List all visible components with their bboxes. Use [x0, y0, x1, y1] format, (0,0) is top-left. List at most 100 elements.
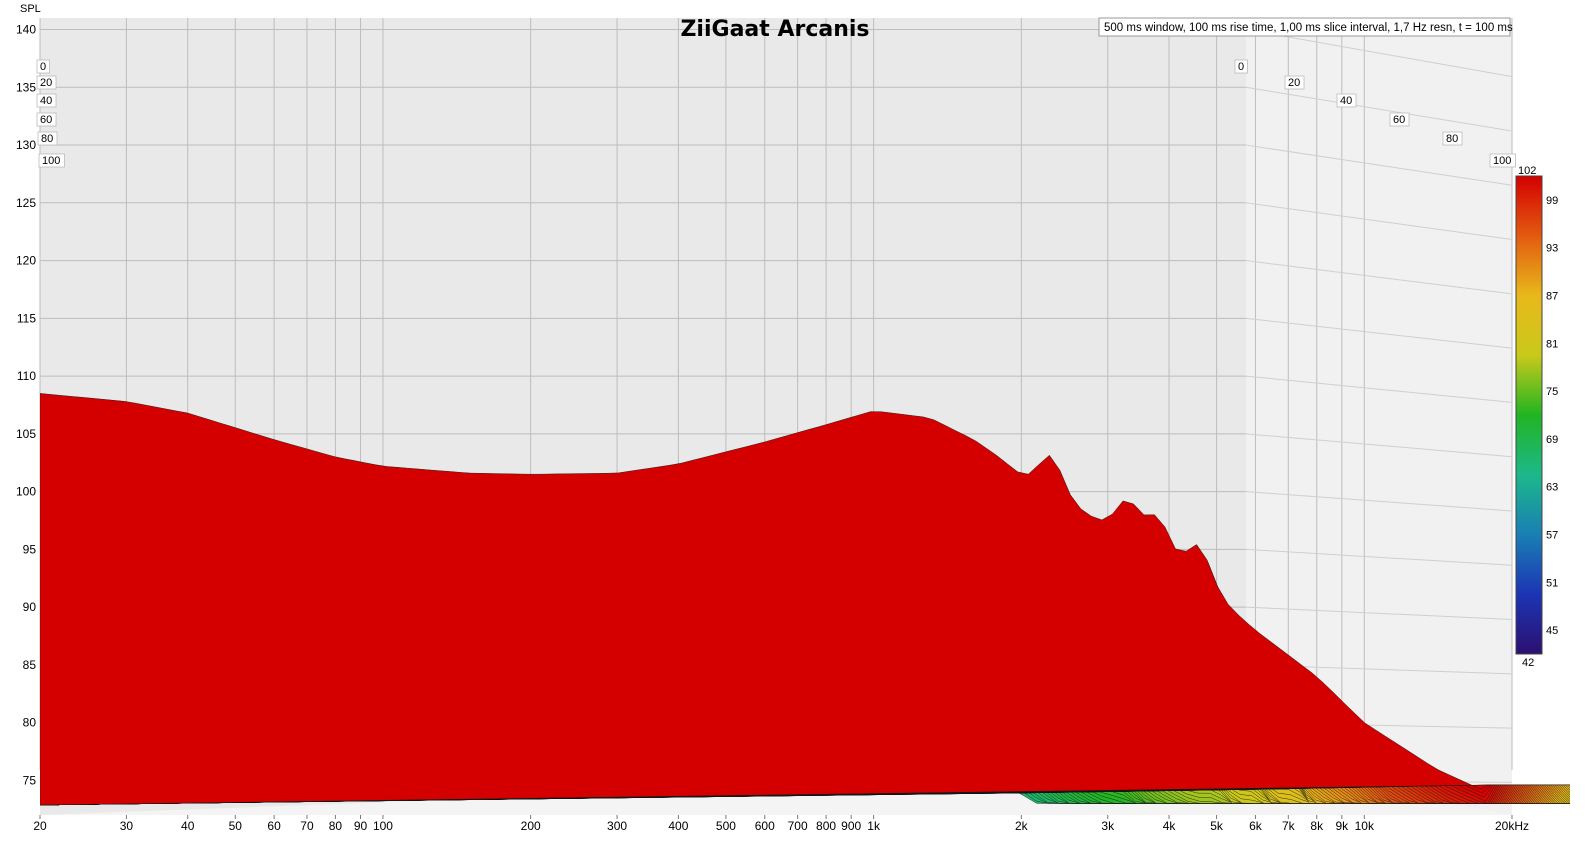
- grid-hline-side: [1245, 548, 1513, 566]
- grid-hline-side: [1245, 375, 1513, 403]
- grid-hline-side: [1245, 260, 1513, 295]
- grid-hline-side: [1245, 606, 1513, 621]
- x-axis: 20 30 40 50 60 70 80 90 100 200 300 400 500 600 700 800…: [33, 815, 1529, 833]
- x-tick-label: 20kHz: [1495, 819, 1529, 833]
- time-tick-box: [36, 75, 57, 90]
- x-tick-label: 900: [841, 819, 861, 833]
- colorbar-label: 87: [1546, 291, 1558, 303]
- colorbar-label: 51: [1546, 577, 1558, 589]
- x-tick-label: 80: [329, 819, 343, 833]
- y-tick-label: 105: [16, 427, 36, 441]
- x-tick-label: 400: [668, 819, 688, 833]
- colorbar: 102 99 93 87 81 75 69 63 57 51 45 42: [1515, 165, 1558, 669]
- time-axis-right: 0 20 40 60 80 100: [1234, 59, 1516, 168]
- x-tick-label: 40: [181, 819, 195, 833]
- time-tick-label: 60: [40, 114, 52, 126]
- time-tick-label: 0: [1238, 61, 1244, 73]
- y-tick-label: 90: [23, 600, 37, 614]
- time-tick-box: [37, 131, 58, 146]
- colorbar-bar: [1515, 175, 1543, 655]
- time-tick-box: [1489, 153, 1516, 168]
- x-tick-label: 800: [816, 819, 836, 833]
- x-tick-label: 70: [300, 819, 314, 833]
- x-tick-label: 7k: [1282, 819, 1296, 833]
- time-tick-box: [36, 59, 50, 74]
- x-tick-label: 90: [354, 819, 368, 833]
- x-tick-label: 300: [607, 819, 627, 833]
- time-axis-left: 0 20 40 60 80 100: [36, 59, 65, 168]
- x-tick-label: 5k: [1210, 819, 1224, 833]
- y-tick-label: 80: [23, 716, 37, 730]
- x-tick-label: 2k: [1015, 819, 1029, 833]
- x-tick-label: 200: [521, 819, 541, 833]
- y-tick-label: 120: [16, 254, 36, 268]
- colorbar-label: 75: [1546, 386, 1558, 398]
- colorbar-label: 63: [1546, 482, 1558, 494]
- waterfall-slice: [40, 393, 1490, 806]
- x-tick-label: 20: [33, 819, 47, 833]
- time-tick-label: 20: [1288, 77, 1300, 89]
- x-tick-label: 8k: [1310, 819, 1324, 833]
- colorbar-label: 45: [1546, 625, 1558, 637]
- y-tick-label: 95: [23, 542, 37, 556]
- time-tick-box: [1234, 59, 1248, 74]
- y-tick-label: 115: [17, 311, 36, 325]
- x-tick-label: 1k: [867, 819, 881, 833]
- y-tick-label: 100: [16, 485, 36, 499]
- y-tick-label: 85: [23, 658, 37, 672]
- x-tick-label: 500: [716, 819, 736, 833]
- y-tick-label: 125: [16, 196, 36, 210]
- time-tick-box: [1284, 75, 1305, 90]
- time-tick-box: [1389, 112, 1410, 127]
- x-tick-label: 600: [755, 819, 775, 833]
- x-tick-label: 9k: [1335, 819, 1349, 833]
- x-tick-label: 100: [373, 819, 393, 833]
- time-tick-box: [1336, 93, 1357, 108]
- x-tick-label: 700: [788, 819, 808, 833]
- time-tick-box: [36, 93, 57, 108]
- grid-hline-side: [1245, 202, 1513, 241]
- colorbar-label: 99: [1546, 195, 1558, 207]
- chart-title: ZiiGaat Arcanis: [680, 17, 869, 42]
- y-axis-label: SPL: [20, 3, 41, 15]
- time-tick-label: 80: [41, 133, 53, 145]
- info-box: [1098, 17, 1511, 37]
- time-tick-label: 40: [1340, 95, 1352, 107]
- time-tick-label: 0: [40, 61, 46, 73]
- waterfall-surface: [40, 393, 1570, 806]
- y-tick-label: 135: [16, 80, 36, 94]
- time-tick-label: 80: [1446, 133, 1458, 145]
- x-tick-label: 4k: [1163, 819, 1177, 833]
- time-tick-label: 60: [1393, 114, 1405, 126]
- y-tick-label: 140: [16, 23, 36, 37]
- grid-hline-side: [1245, 433, 1513, 458]
- grid-hline-side: [1245, 86, 1513, 132]
- x-tick-label: 6k: [1249, 819, 1263, 833]
- x-tick-label: 50: [229, 819, 243, 833]
- y-axis: 140 135 130 125 120 115 110 105 100 95 90 85 80 75: [16, 23, 36, 788]
- grid-hline-side: [1245, 144, 1513, 186]
- colorbar-label: 57: [1546, 530, 1558, 542]
- colorbar-label: 102: [1518, 165, 1536, 177]
- grid-hline-side: [1245, 491, 1513, 512]
- time-tick-label: 100: [42, 155, 60, 167]
- y-tick-label: 130: [16, 138, 36, 152]
- time-tick-box: [1442, 131, 1463, 146]
- x-tick-label: 3k: [1101, 819, 1115, 833]
- time-tick-label: 100: [1493, 155, 1511, 167]
- grid-hline-side: [1245, 29, 1513, 78]
- y-tick-label: 110: [17, 369, 36, 383]
- colorbar-label: 81: [1546, 338, 1558, 350]
- x-tick-label: 10k: [1355, 819, 1375, 833]
- grid-hline-side: [1245, 317, 1513, 349]
- time-tick-label: 20: [40, 77, 52, 89]
- y-tick-label: 75: [23, 773, 37, 787]
- info-text: 500 ms window, 100 ms rise time, 1,00 ms…: [1104, 22, 1513, 34]
- time-tick-box: [36, 112, 57, 127]
- x-tick-label: 60: [267, 819, 281, 833]
- time-tick-label: 40: [40, 95, 52, 107]
- colorbar-label: 42: [1522, 657, 1534, 669]
- colorbar-label: 69: [1546, 434, 1558, 446]
- side-wall: [1246, 18, 1512, 815]
- colorbar-label: 93: [1546, 243, 1558, 255]
